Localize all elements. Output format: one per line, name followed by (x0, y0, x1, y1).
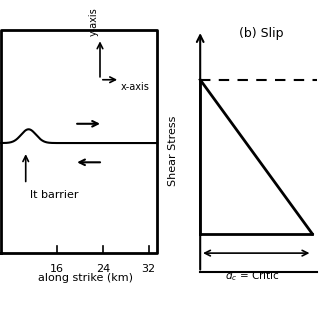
Text: y-axis: y-axis (89, 7, 99, 36)
Text: x-axis: x-axis (121, 83, 150, 92)
Text: along strike (km): along strike (km) (38, 273, 133, 284)
Text: $d_c$ = Critic: $d_c$ = Critic (225, 270, 280, 284)
Text: 24: 24 (96, 264, 110, 274)
Text: 32: 32 (141, 264, 156, 274)
Text: (b) Slip: (b) Slip (239, 28, 284, 40)
Text: Shear Stress: Shear Stress (168, 116, 178, 187)
Text: 16: 16 (50, 264, 64, 274)
Text: lt barrier: lt barrier (30, 190, 78, 200)
